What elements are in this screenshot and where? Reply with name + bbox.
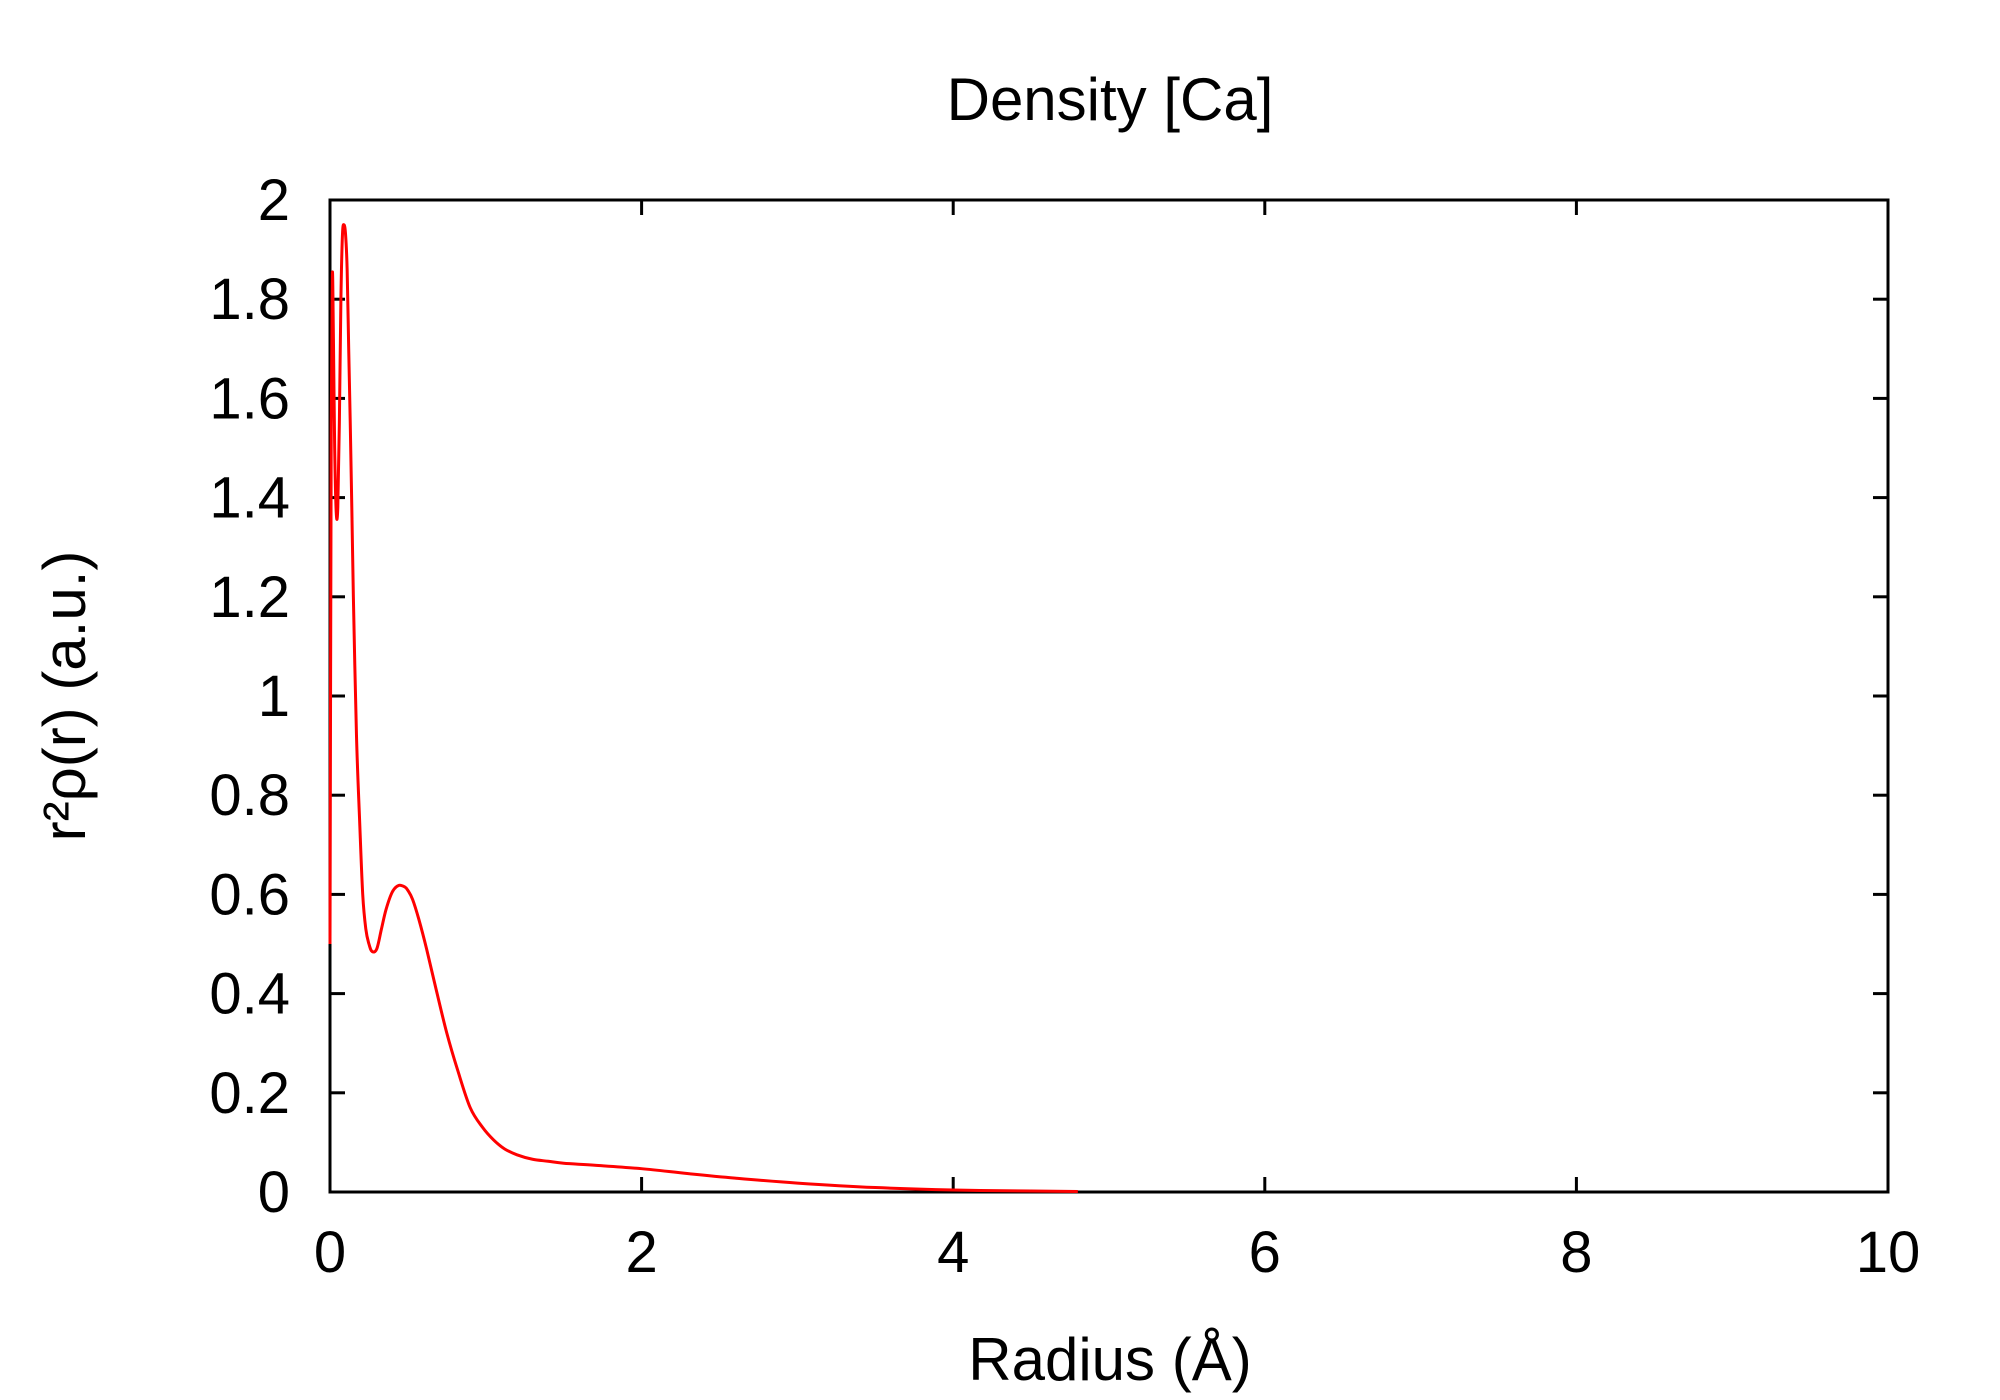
x-tick-label: 10 <box>1856 1220 1921 1285</box>
y-tick-label: 1.6 <box>209 366 290 431</box>
x-tick-label: 2 <box>625 1220 657 1285</box>
y-tick-label: 1 <box>258 664 290 729</box>
y-tick-label: 0.4 <box>209 962 290 1027</box>
y-axis-ticks: 0 0.2 0.4 0.6 0.8 1 1.2 1.4 1.6 1.8 2 <box>209 168 1888 1225</box>
chart-title: Density [Ca] <box>947 66 1274 133</box>
y-tick-label: 0.2 <box>209 1061 290 1126</box>
plot-frame <box>328 198 1890 1194</box>
x-tick-label: 0 <box>314 1220 346 1285</box>
y-axis-label: r²ρ(r) (a.u.) <box>31 551 98 842</box>
y-tick-label: 1.4 <box>209 466 290 531</box>
y-tick-label: 0.8 <box>209 763 290 828</box>
x-tick-label: 6 <box>1249 1220 1281 1285</box>
y-tick-label: 1.2 <box>209 565 290 630</box>
y-tick-label: 1.8 <box>209 267 290 332</box>
x-axis-ticks: 0 2 4 6 8 10 <box>314 200 1920 1285</box>
x-tick-label: 4 <box>937 1220 969 1285</box>
x-tick-label: 8 <box>1560 1220 1592 1285</box>
y-tick-label: 0.6 <box>209 862 290 927</box>
y-tick-label: 0 <box>258 1160 290 1225</box>
x-axis-label: Radius (Å) <box>968 1326 1251 1393</box>
density-series-line <box>328 223 1078 1193</box>
plot-area: 0 2 4 6 8 10 0 0.2 0.4 0.6 0.8 1 1.2 1.4 1.6 1.8 2 <box>209 168 1920 1285</box>
y-tick-label: 2 <box>258 168 290 233</box>
series-layer <box>328 223 1078 1193</box>
